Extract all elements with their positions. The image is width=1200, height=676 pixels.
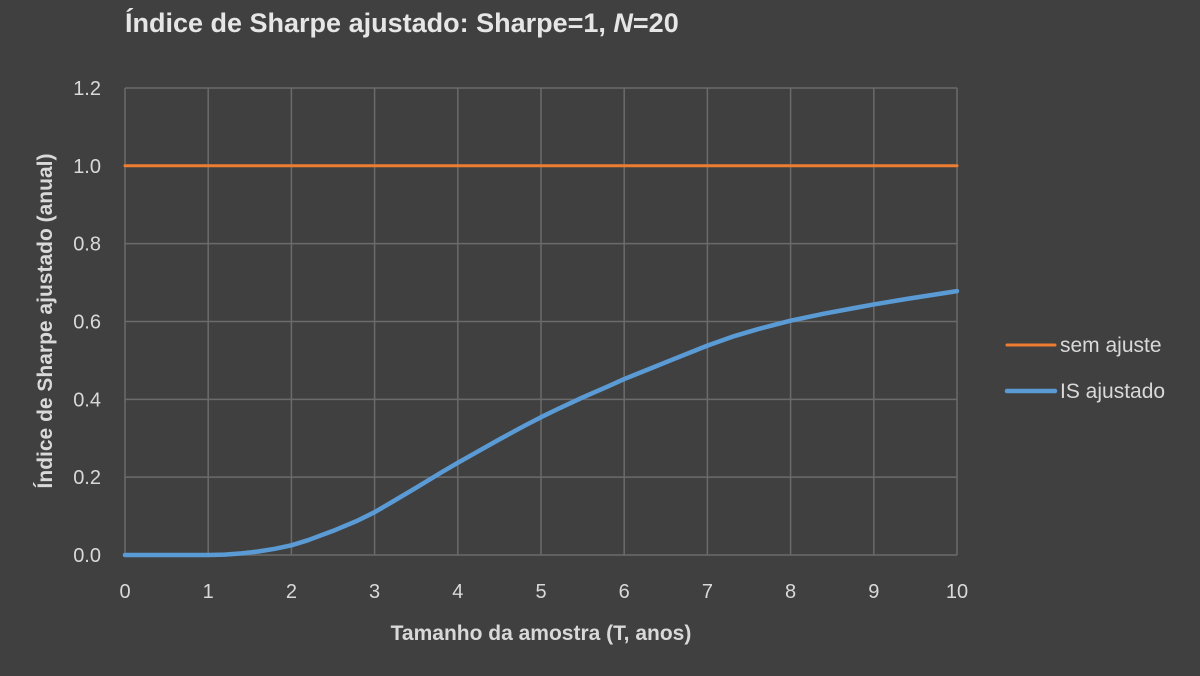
x-tick-label: 9 — [868, 581, 879, 603]
y-tick-label: 0.0 — [73, 545, 101, 567]
x-tick-label: 6 — [619, 581, 630, 603]
x-axis-title: Tamanho da amostra (T, anos) — [391, 622, 692, 645]
x-tick-label: 8 — [785, 581, 796, 603]
x-tick-label: 0 — [119, 581, 130, 603]
x-tick-label: 7 — [702, 581, 713, 603]
series-lines — [122, 164, 960, 558]
chart-title-tail: =20 — [633, 8, 679, 38]
y-tick-label: 0.6 — [73, 312, 101, 334]
y-tick-label: 1.0 — [73, 156, 101, 178]
series-line-is-ajustado — [122, 288, 960, 558]
y-axis-ticks: 0.0 0.2 0.4 0.6 0.8 1.0 1.2 — [73, 78, 101, 567]
x-axis-ticks: 0 1 2 3 4 5 6 7 8 9 10 — [119, 581, 968, 603]
legend-label: IS ajustado — [1060, 380, 1165, 403]
y-tick-label: 1.2 — [73, 78, 101, 100]
grid — [124, 87, 958, 556]
y-tick-label: 0.4 — [73, 389, 101, 411]
x-tick-label: 1 — [203, 581, 214, 603]
chart-title: Índice de Sharpe ajustado: Sharpe=1, N=2… — [125, 7, 679, 38]
x-tick-label: 5 — [535, 581, 546, 603]
x-tick-label: 2 — [286, 581, 297, 603]
chart-title-main: Índice de Sharpe ajustado: Sharpe=1, — [125, 7, 613, 38]
y-axis-title: Índice de Sharpe ajustado (anual) — [34, 154, 57, 489]
y-tick-label: 0.2 — [73, 467, 101, 489]
legend-label: sem ajuste — [1060, 334, 1162, 357]
chart-title-italic: N — [613, 8, 633, 38]
x-tick-label: 4 — [452, 581, 463, 603]
x-tick-label: 10 — [946, 581, 968, 603]
legend: sem ajuste IS ajustado — [1004, 334, 1165, 403]
y-tick-label: 0.8 — [73, 234, 101, 256]
x-tick-label: 3 — [369, 581, 380, 603]
